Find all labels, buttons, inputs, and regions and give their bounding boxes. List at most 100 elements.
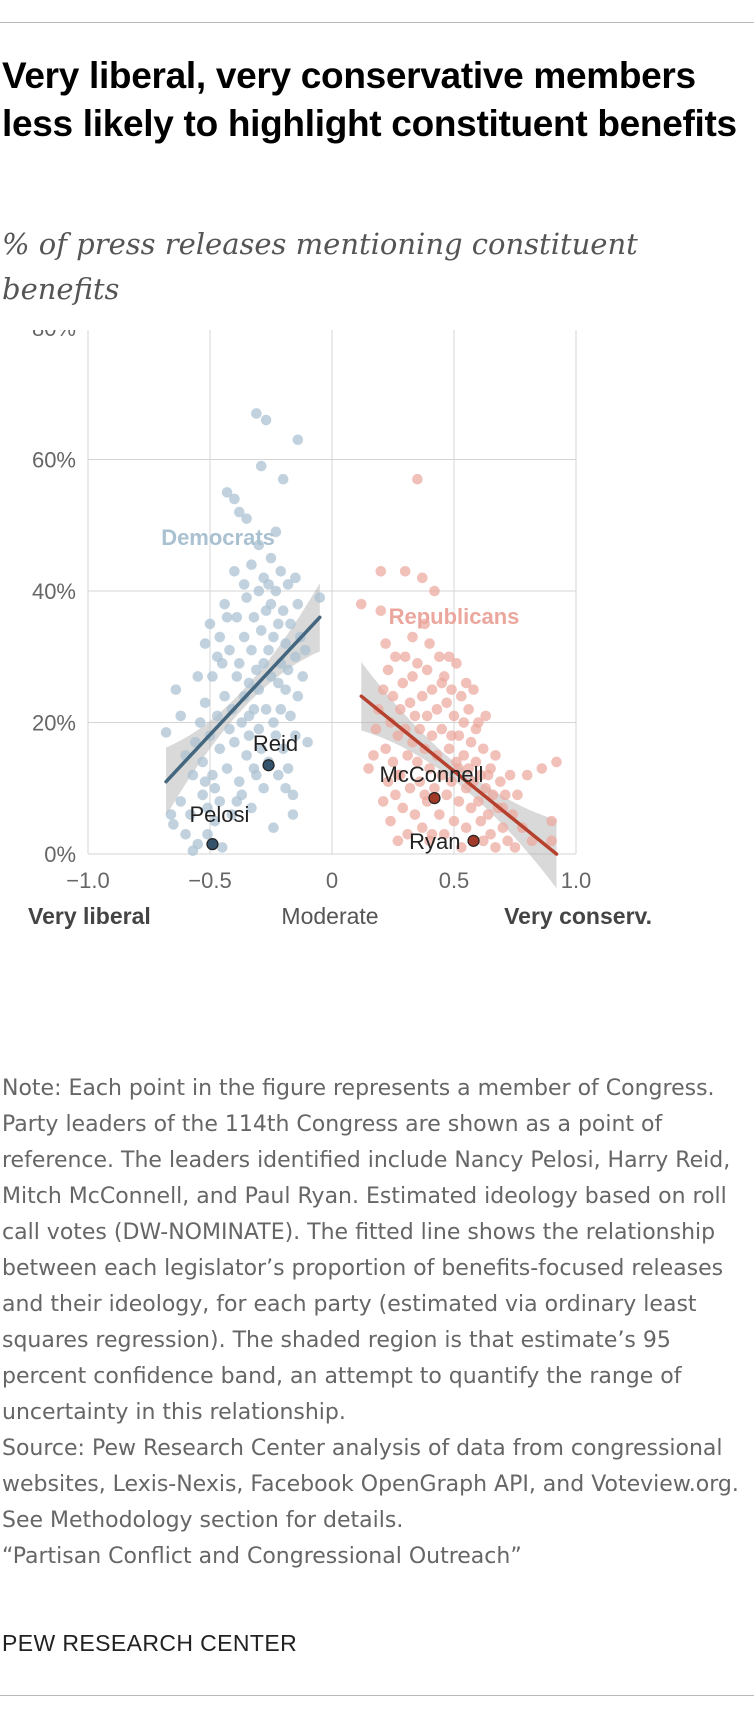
- democrats-point: [243, 730, 255, 741]
- democrats-point: [194, 717, 206, 728]
- republicans-point: [397, 802, 409, 814]
- republicans-point: [407, 671, 418, 682]
- democrats-point: [229, 493, 240, 505]
- republicans-point: [390, 651, 401, 663]
- democrats-point: [285, 618, 296, 630]
- democrats-point: [216, 842, 228, 853]
- democrats-point: [290, 730, 301, 741]
- democrats-point: [209, 815, 221, 827]
- republicans-point: [456, 842, 467, 853]
- democrats-point: [285, 710, 296, 722]
- republicans-point: [402, 750, 413, 761]
- democrats-point: [229, 736, 240, 748]
- democrats-point: [280, 782, 291, 794]
- republicans-point: [426, 730, 438, 741]
- republicans-point: [490, 750, 501, 761]
- republicans-point: [426, 684, 438, 695]
- democrats-point: [190, 736, 201, 748]
- democrats-point: [265, 598, 277, 610]
- democrats-point: [170, 684, 182, 695]
- republicans-point: [382, 664, 394, 676]
- republicans-point: [453, 796, 465, 807]
- republicans-point: [446, 730, 457, 741]
- democrats-point: [258, 782, 269, 794]
- republicans-point: [421, 710, 433, 722]
- democrats-point: [231, 671, 243, 682]
- fit-line-democrats: [164, 615, 322, 784]
- republicans-point: [390, 789, 401, 801]
- republicans-point: [382, 776, 394, 787]
- leader-label-ryan: Ryan: [409, 829, 460, 854]
- anchor-very-conserv: Very conserv.: [504, 903, 652, 929]
- republicans-point: [429, 585, 440, 597]
- source-text: Source: Pew Research Center analysis of …: [2, 1436, 739, 1533]
- democrats-point: [224, 723, 235, 735]
- republicans-point: [355, 598, 367, 610]
- republicans-point: [497, 822, 509, 833]
- democrats-point: [246, 802, 257, 814]
- democrats-point: [187, 769, 199, 781]
- republicans-point: [412, 756, 423, 768]
- party-leaders: Pelosi Reid McConnell Ryan: [189, 731, 483, 854]
- democrats-point: [260, 704, 272, 715]
- democrats-point: [297, 671, 309, 682]
- republicans-point: [460, 782, 472, 794]
- republicans-point: [504, 769, 516, 781]
- republicans-point: [473, 717, 484, 728]
- republicans-point: [458, 750, 470, 761]
- democrats-point: [197, 756, 208, 768]
- fit-line-republicans: [359, 694, 559, 856]
- democrats-point: [292, 690, 304, 702]
- axis-anchor-labels: Very liberal Moderate Very conserv.: [28, 903, 652, 929]
- republicans-point: [402, 828, 413, 840]
- republicans-point: [453, 730, 465, 741]
- democrats-point: [265, 552, 277, 564]
- republicans-point: [375, 565, 387, 577]
- series-label-republicans: Republicans: [389, 604, 520, 629]
- republicans-point: [485, 828, 496, 840]
- democrats-point: [199, 638, 211, 649]
- republicans-point: [448, 710, 460, 722]
- democrats-point: [185, 809, 196, 820]
- republicans-point: [475, 769, 487, 781]
- republicans-point: [416, 572, 428, 584]
- x-axis-tick-labels: −1.0 −0.5 0 0.5 1.0: [66, 868, 591, 893]
- republicans-point: [502, 835, 513, 847]
- republicans-point: [412, 658, 423, 669]
- republicans-point: [416, 822, 428, 833]
- republicans-point: [426, 828, 438, 840]
- republicans-point: [443, 651, 455, 663]
- democrats-point: [207, 769, 218, 781]
- republicans-point: [368, 750, 379, 761]
- democrats-point: [221, 487, 233, 498]
- democrats-point: [255, 460, 267, 472]
- anchor-very-liberal: Very liberal: [28, 903, 151, 929]
- democrats-point: [248, 612, 260, 623]
- democrats-point: [255, 625, 267, 636]
- x-tick-label: 1.0: [561, 868, 592, 893]
- democrats-point: [268, 631, 279, 643]
- democrats-point: [214, 631, 226, 643]
- republicans-point: [414, 776, 426, 787]
- republicans-point: [463, 763, 474, 774]
- democrats-point: [290, 651, 301, 663]
- republicans-point: [458, 717, 470, 728]
- republicans-point: [385, 815, 396, 827]
- democrats-point: [175, 710, 187, 722]
- republicans-point: [377, 796, 389, 807]
- democrats-point: [229, 565, 240, 577]
- chart-title: Very liberal, very conservative members …: [2, 55, 737, 144]
- democrats-point: [216, 658, 228, 669]
- democrats-point: [214, 796, 226, 807]
- democrats-point: [221, 612, 233, 623]
- democrats-point: [231, 796, 243, 807]
- democrats-point: [273, 677, 284, 689]
- republicans-point: [480, 710, 492, 722]
- democrats-point: [241, 592, 252, 603]
- democrats-point: [270, 730, 282, 741]
- anchor-moderate: Moderate: [281, 903, 378, 929]
- democrats-point: [238, 631, 250, 643]
- democrats-point: [251, 769, 262, 781]
- republicans-point: [399, 565, 411, 577]
- democrats-point: [233, 506, 245, 518]
